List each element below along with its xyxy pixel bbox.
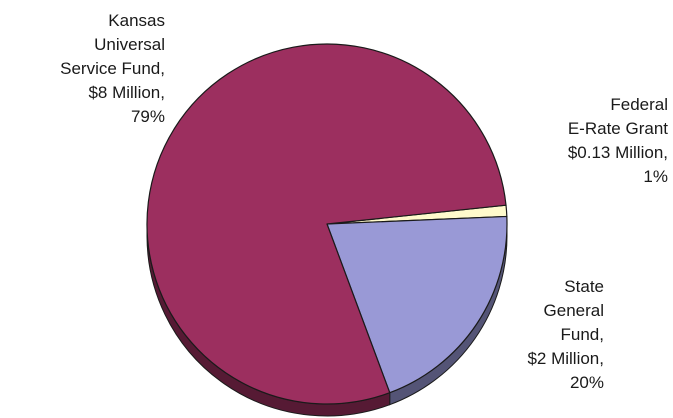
slice-label-federal-e-rate-grant: Federal E-Rate Grant $0.13 Million, 1% bbox=[568, 95, 668, 186]
slice-label-line: 1% bbox=[643, 167, 668, 186]
slice-label-line: E-Rate Grant bbox=[568, 119, 668, 138]
pie-slice-state-general-fund bbox=[326, 215, 508, 394]
pie-slices bbox=[146, 43, 508, 405]
pie-slice-kansas-universal-service-fund bbox=[146, 43, 507, 405]
slice-label-line: Universal bbox=[94, 35, 165, 54]
slice-label-kansas-universal-service-fund: Kansas Universal Service Fund, $8 Million, 7… bbox=[60, 11, 165, 126]
slice-label-line: Service Fund, bbox=[60, 59, 165, 78]
slice-label-line: $2 Million, bbox=[527, 349, 604, 368]
slice-label-line: 20% bbox=[570, 373, 604, 392]
slice-label-line: State bbox=[564, 277, 604, 296]
slice-label-line: Fund, bbox=[561, 325, 604, 344]
slice-label-state-general-fund: State General Fund, $2 Million, 20% bbox=[527, 277, 604, 392]
slice-label-line: Kansas bbox=[108, 11, 165, 30]
slice-label-line: 79% bbox=[131, 107, 165, 126]
slice-label-line: Federal bbox=[610, 95, 668, 114]
slice-label-line: $8 Million, bbox=[88, 83, 165, 102]
slice-label-line: $0.13 Million, bbox=[568, 143, 668, 162]
slice-labels: Kansas Universal Service Fund, $8 Million, 7… bbox=[60, 11, 668, 392]
slice-label-line: General bbox=[544, 301, 604, 320]
